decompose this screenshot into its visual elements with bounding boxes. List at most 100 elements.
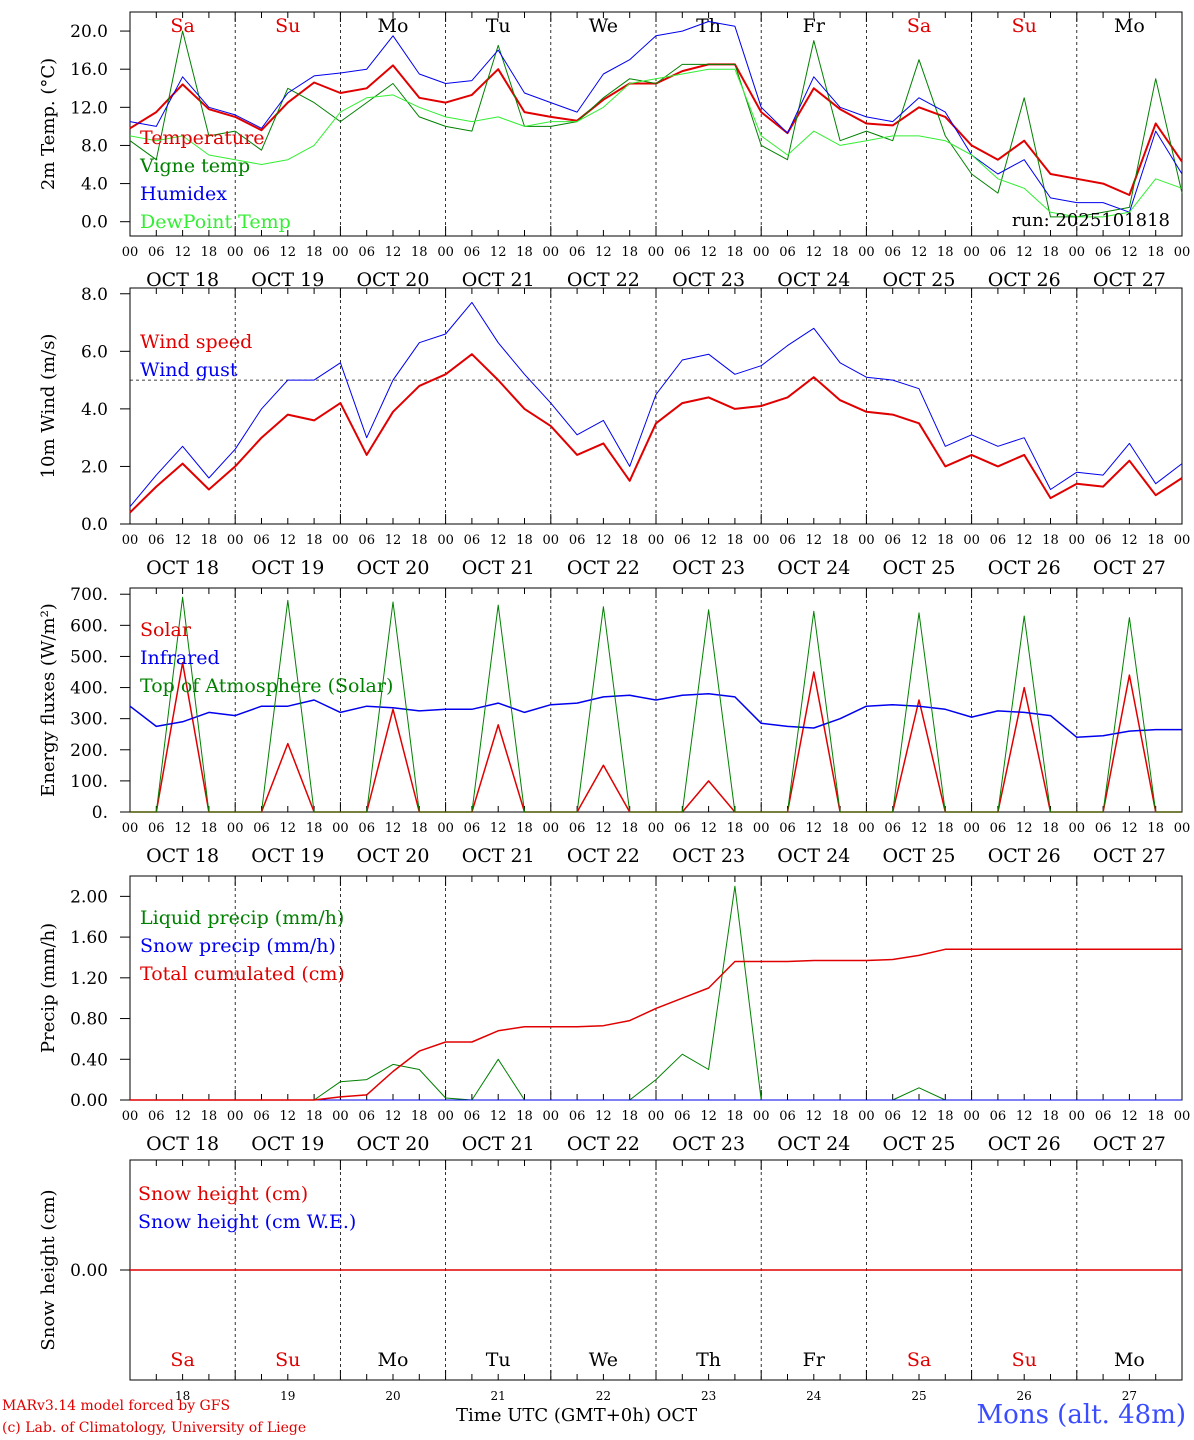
- hour-tick-label: 06: [1095, 245, 1112, 260]
- hour-tick-label: 06: [674, 1109, 691, 1124]
- date-label: OCT 26: [988, 557, 1061, 579]
- station-name: Mons (alt. 48m): [976, 1400, 1186, 1430]
- hour-tick-label: 12: [911, 533, 928, 548]
- hour-tick-label: 18: [516, 533, 533, 548]
- hour-tick-label: 18: [1042, 821, 1059, 836]
- hour-tick-label: 18: [727, 533, 744, 548]
- hour-tick-label: 00: [648, 245, 665, 260]
- hour-tick-label: 06: [990, 533, 1007, 548]
- hour-tick-label: 00: [543, 821, 560, 836]
- hour-tick-label: 18: [201, 533, 218, 548]
- series-line: [129, 30, 1183, 218]
- date-label: OCT 23: [672, 557, 745, 579]
- weekday-label: Mo: [378, 15, 409, 37]
- hour-tick-label: 06: [779, 245, 796, 260]
- hour-tick-label: 00: [1174, 245, 1191, 260]
- hour-tick-label: 00: [1174, 1109, 1191, 1124]
- y-tick-label: 0.: [92, 803, 108, 823]
- weekday-label: Mo: [1114, 15, 1145, 37]
- hour-tick-label: 18: [621, 821, 638, 836]
- hour-tick-label: 00: [437, 533, 454, 548]
- series-line: [129, 21, 1183, 213]
- date-label: OCT 19: [251, 269, 324, 291]
- date-label: OCT 24: [777, 557, 850, 579]
- hour-tick-label: 18: [937, 821, 954, 836]
- hour-tick-label: 06: [990, 245, 1007, 260]
- panel-4: 0.00 0.40 0.80 1.20 1.60 2.00 Precip (mm/h) 00 0…: [38, 875, 1191, 1155]
- hour-tick-label: 00: [858, 1109, 875, 1124]
- y-tick-label: 16.0: [70, 60, 108, 80]
- hour-tick-label: 12: [1016, 1109, 1033, 1124]
- weekday-label: Su: [275, 15, 300, 37]
- y-tick-label: 400.: [70, 679, 108, 699]
- hour-tick-label: 12: [490, 533, 507, 548]
- hour-tick-label: 12: [1016, 245, 1033, 260]
- weekday-label: We: [589, 15, 618, 37]
- y-tick-label: 200.: [70, 741, 108, 761]
- legend-entry: Vigne temp: [139, 155, 250, 177]
- legend-entry: Temperature: [140, 127, 264, 149]
- hour-tick-label: 12: [280, 533, 297, 548]
- hour-tick-label: 18: [832, 1109, 849, 1124]
- hour-tick-label: 00: [122, 1109, 139, 1124]
- hour-tick-label: 06: [569, 1109, 586, 1124]
- weekday-label: We: [589, 1349, 618, 1371]
- date-label: OCT 24: [777, 269, 850, 291]
- date-label: OCT 25: [882, 557, 955, 579]
- y-tick-label: 500.: [70, 647, 108, 667]
- hour-tick-label: 18: [937, 533, 954, 548]
- day-number-label: 27: [1122, 1389, 1137, 1403]
- weekday-label: Fr: [803, 1349, 826, 1371]
- hour-tick-label: 18: [727, 821, 744, 836]
- date-label: OCT 21: [462, 1133, 535, 1155]
- hour-tick-label: 06: [148, 245, 165, 260]
- hour-tick-label: 06: [358, 533, 375, 548]
- hour-tick-label: 12: [490, 1109, 507, 1124]
- hour-tick-label: 12: [490, 245, 507, 260]
- run-annotation: run: 2025101818: [1012, 210, 1170, 231]
- day-number-label: 19: [280, 1389, 295, 1403]
- date-label: OCT 27: [1093, 269, 1166, 291]
- hour-tick-label: 06: [464, 821, 481, 836]
- hour-tick-label: 12: [911, 821, 928, 836]
- date-label: OCT 27: [1093, 557, 1166, 579]
- hour-tick-label: 00: [1069, 1109, 1086, 1124]
- legend-entry: Solar: [140, 619, 192, 641]
- weekday-label: Fr: [803, 15, 826, 37]
- hour-tick-label: 06: [1095, 821, 1112, 836]
- lab-credit: (c) Lab. of Climatology, University of L…: [2, 1420, 307, 1436]
- y-tick-label: 8.0: [81, 136, 108, 156]
- hour-tick-label: 06: [253, 821, 270, 836]
- hour-tick-label: 00: [227, 1109, 244, 1124]
- hour-tick-label: 18: [306, 821, 323, 836]
- hour-tick-label: 06: [464, 245, 481, 260]
- hour-tick-label: 06: [884, 245, 901, 260]
- date-label: OCT 24: [777, 845, 850, 867]
- hour-tick-label: 18: [621, 245, 638, 260]
- date-label: OCT 26: [988, 269, 1061, 291]
- y-tick-label: 1.20: [70, 969, 108, 989]
- hour-tick-label: 12: [700, 1109, 717, 1124]
- hour-tick-label: 18: [306, 533, 323, 548]
- hour-tick-label: 18: [937, 245, 954, 260]
- hour-tick-label: 12: [1121, 821, 1138, 836]
- legend-entry: Infrared: [140, 647, 220, 669]
- day-number-label: 21: [491, 1389, 506, 1403]
- legend-entry: Liquid precip (mm/h): [140, 907, 344, 929]
- hour-tick-label: 00: [858, 821, 875, 836]
- date-label: OCT 22: [567, 557, 640, 579]
- y-tick-label: 0.40: [70, 1050, 108, 1070]
- hour-tick-label: 18: [1042, 533, 1059, 548]
- hour-tick-label: 06: [674, 245, 691, 260]
- hour-tick-label: 06: [253, 1109, 270, 1124]
- legend-entry: Wind gust: [140, 359, 238, 381]
- day-number-label: 26: [1017, 1389, 1032, 1403]
- hour-tick-label: 18: [411, 533, 428, 548]
- hour-tick-label: 12: [174, 821, 191, 836]
- legend-entry: Top of Atmosphere (Solar): [140, 675, 393, 697]
- panel-1: 0.0 4.0 8.0 12.0 16.0 20.0 2m Temp. (°C) 00 06 12…: [38, 11, 1191, 291]
- hour-tick-label: 00: [963, 1109, 980, 1124]
- hour-tick-label: 00: [753, 821, 770, 836]
- hour-tick-label: 12: [595, 821, 612, 836]
